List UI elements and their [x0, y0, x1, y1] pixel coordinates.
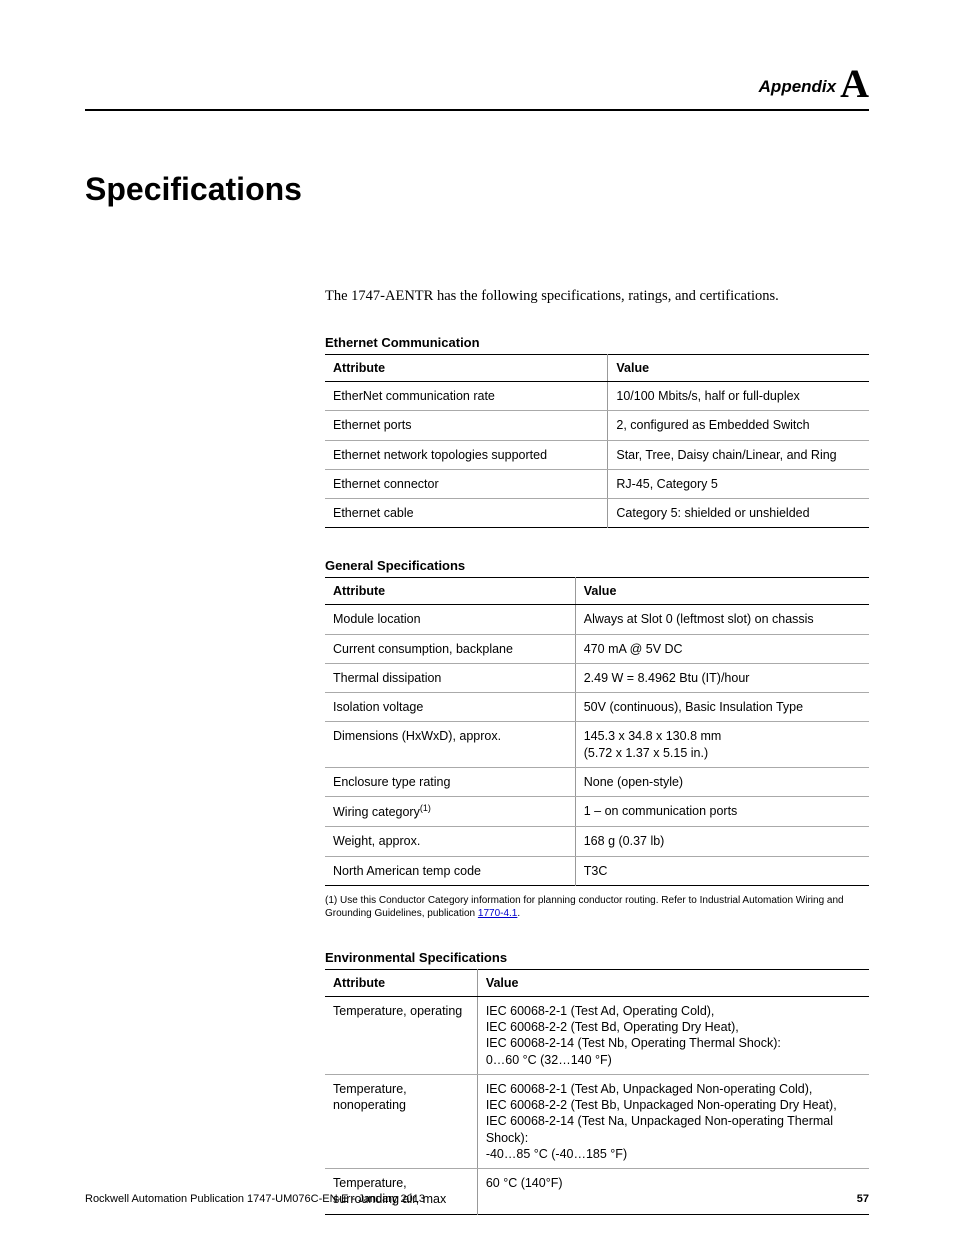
cell-attr: Isolation voltage: [325, 693, 575, 722]
general-footnote: (1) Use this Conductor Category informat…: [325, 894, 869, 920]
appendix-letter: A: [840, 61, 869, 106]
table-row: EtherNet communication rate10/100 Mbits/…: [325, 382, 869, 411]
cell-val: Category 5: shielded or unshielded: [608, 499, 869, 528]
cell-val: 50V (continuous), Basic Insulation Type: [575, 693, 869, 722]
cell-attr: Temperature, nonoperating: [325, 1074, 477, 1168]
ethernet-table: Attribute Value EtherNet communication r…: [325, 354, 869, 528]
gen-col-attribute: Attribute: [325, 578, 575, 605]
cell-attr: Temperature, surrounding air, max: [325, 1169, 477, 1215]
footer-publication: Rockwell Automation Publication 1747-UM0…: [85, 1193, 425, 1205]
table-row: Module locationAlways at Slot 0 (leftmos…: [325, 605, 869, 634]
cell-val: RJ-45, Category 5: [608, 469, 869, 498]
cell-val: 168 g (0.37 lb): [575, 827, 869, 856]
table-row: Temperature, nonoperatingIEC 60068-2-1 (…: [325, 1074, 869, 1168]
cell-val: T3C: [575, 856, 869, 885]
appendix-header: AppendixA: [85, 60, 869, 111]
cell-attr: Temperature, operating: [325, 996, 477, 1074]
cell-val: 470 mA @ 5V DC: [575, 634, 869, 663]
cell-attr: Enclosure type rating: [325, 767, 575, 796]
cell-val: IEC 60068-2-1 (Test Ab, Unpackaged Non-o…: [477, 1074, 869, 1168]
cell-attr: Ethernet ports: [325, 411, 608, 440]
env-table-title: Environmental Specifications: [325, 950, 869, 965]
appendix-label: Appendix: [759, 77, 836, 96]
cell-val: 60 °C (140°F): [477, 1169, 869, 1215]
table-row: Ethernet network topologies supportedSta…: [325, 440, 869, 469]
table-row: Ethernet ports2, configured as Embedded …: [325, 411, 869, 440]
cell-val: Always at Slot 0 (leftmost slot) on chas…: [575, 605, 869, 634]
cell-attr: EtherNet communication rate: [325, 382, 608, 411]
cell-attr: Ethernet cable: [325, 499, 608, 528]
cell-attr: Module location: [325, 605, 575, 634]
cell-val: 10/100 Mbits/s, half or full-duplex: [608, 382, 869, 411]
cell-val: Star, Tree, Daisy chain/Linear, and Ring: [608, 440, 869, 469]
cell-val: IEC 60068-2-1 (Test Ad, Operating Cold),…: [477, 996, 869, 1074]
table-row: Dimensions (HxWxD), approx.145.3 x 34.8 …: [325, 722, 869, 768]
cell-val: None (open-style): [575, 767, 869, 796]
table-row: Thermal dissipation2.49 W = 8.4962 Btu (…: [325, 663, 869, 692]
general-table: Attribute Value Module locationAlways at…: [325, 577, 869, 886]
env-col-attribute: Attribute: [325, 969, 477, 996]
table-row: Weight, approx.168 g (0.37 lb): [325, 827, 869, 856]
table-row: Isolation voltage50V (continuous), Basic…: [325, 693, 869, 722]
cell-attr: Dimensions (HxWxD), approx.: [325, 722, 575, 768]
cell-attr: North American temp code: [325, 856, 575, 885]
page-title: Specifications: [85, 171, 869, 208]
env-col-value: Value: [477, 969, 869, 996]
cell-attr: Wiring category(1): [325, 797, 575, 827]
env-table: Attribute Value Temperature, operatingIE…: [325, 969, 869, 1215]
table-row: Temperature, surrounding air, max60 °C (…: [325, 1169, 869, 1215]
cell-attr: Current consumption, backplane: [325, 634, 575, 663]
table-row: North American temp codeT3C: [325, 856, 869, 885]
eth-col-value: Value: [608, 355, 869, 382]
cell-attr: Ethernet connector: [325, 469, 608, 498]
table-row: Enclosure type ratingNone (open-style): [325, 767, 869, 796]
table-row: Temperature, operatingIEC 60068-2-1 (Tes…: [325, 996, 869, 1074]
gen-col-value: Value: [575, 578, 869, 605]
ethernet-table-title: Ethernet Communication: [325, 335, 869, 350]
table-row: Ethernet connectorRJ-45, Category 5: [325, 469, 869, 498]
cell-val: 145.3 x 34.8 x 130.8 mm(5.72 x 1.37 x 5.…: [575, 722, 869, 768]
cell-attr: Thermal dissipation: [325, 663, 575, 692]
cell-attr: Weight, approx.: [325, 827, 575, 856]
table-row: Ethernet cableCategory 5: shielded or un…: [325, 499, 869, 528]
cell-val: 2.49 W = 8.4962 Btu (IT)/hour: [575, 663, 869, 692]
page-footer: Rockwell Automation Publication 1747-UM0…: [85, 1193, 869, 1205]
table-row: Current consumption, backplane470 mA @ 5…: [325, 634, 869, 663]
cell-val: 1 – on communication ports: [575, 797, 869, 827]
footnote-link[interactable]: 1770-4.1: [478, 908, 517, 919]
cell-val: 2, configured as Embedded Switch: [608, 411, 869, 440]
cell-attr: Ethernet network topologies supported: [325, 440, 608, 469]
general-table-title: General Specifications: [325, 558, 869, 573]
footer-page-number: 57: [857, 1193, 869, 1205]
table-row: Wiring category(1)1 – on communication p…: [325, 797, 869, 827]
eth-col-attribute: Attribute: [325, 355, 608, 382]
intro-paragraph: The 1747-AENTR has the following specifi…: [325, 288, 869, 305]
